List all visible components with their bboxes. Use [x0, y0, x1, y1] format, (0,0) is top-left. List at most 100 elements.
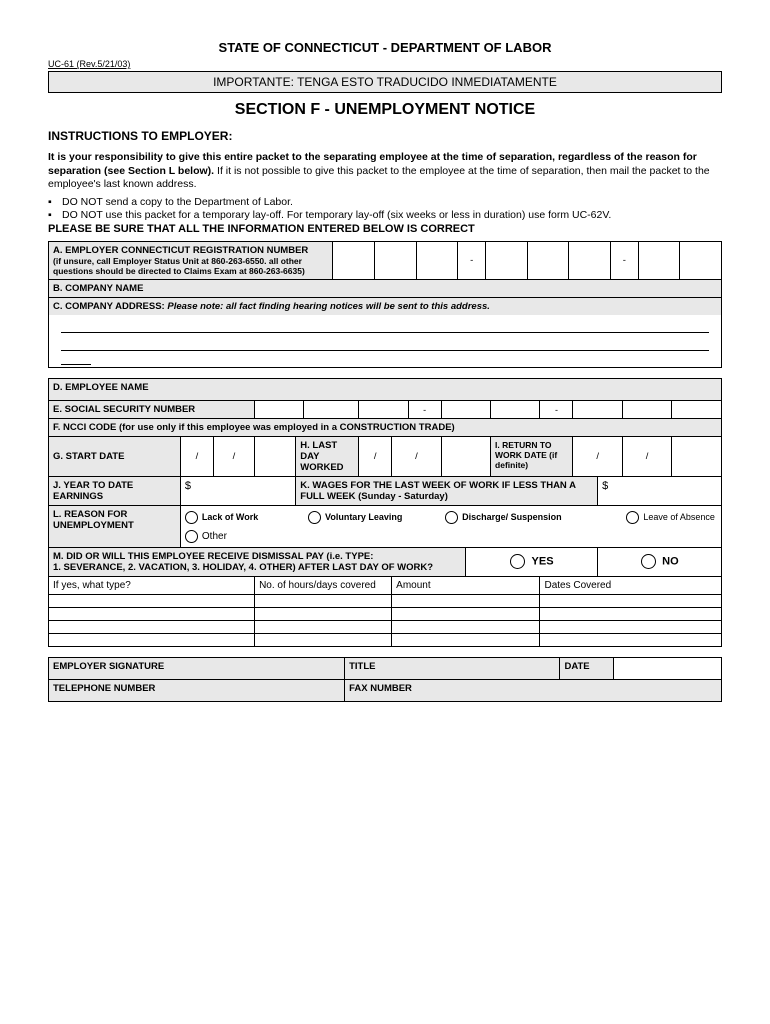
dismissal-cell[interactable]	[392, 607, 540, 620]
dismissal-cell[interactable]	[540, 607, 722, 620]
h-box[interactable]	[441, 436, 490, 476]
reason-label: Voluntary Leaving	[325, 512, 402, 522]
c-title: C. COMPANY ADDRESS:	[53, 301, 165, 312]
reason-lack-of-work[interactable]: Lack of Work	[180, 505, 304, 527]
bullet-row: ▪DO NOT use this packet for a temporary …	[48, 209, 722, 221]
reason-label: Leave of Absence	[643, 512, 715, 522]
radio-icon	[185, 530, 198, 543]
field-b[interactable]: B. COMPANY NAME	[49, 279, 722, 297]
i-slash: /	[573, 436, 622, 476]
dismissal-cell[interactable]	[255, 607, 392, 620]
j-amount[interactable]: $	[180, 476, 295, 505]
radio-icon	[641, 554, 656, 569]
dismissal-cell[interactable]	[540, 633, 722, 646]
field-i-label: I. RETURN TO WORK DATE (if definite)	[491, 436, 573, 476]
m-yes[interactable]: YES	[466, 547, 598, 576]
reason-label: Other	[202, 531, 227, 542]
m-no[interactable]: NO	[598, 547, 722, 576]
reg-box[interactable]	[638, 241, 680, 279]
field-m-label: M. DID OR WILL THIS EMPLOYEE RECEIVE DIS…	[49, 547, 466, 576]
a-subtext: (if unsure, call Employer Status Unit at…	[53, 256, 328, 276]
radio-icon	[510, 554, 525, 569]
radio-icon	[626, 511, 639, 524]
reg-box[interactable]	[375, 241, 417, 279]
section-title: SECTION F - UNEMPLOYMENT NOTICE	[48, 101, 722, 119]
dismissal-cell[interactable]	[540, 594, 722, 607]
final-instruction: PLEASE BE SURE THAT ALL THE INFORMATION …	[48, 223, 722, 235]
reason-leave[interactable]: Leave of Absence	[622, 505, 721, 527]
dismissal-cell[interactable]	[49, 607, 255, 620]
field-f[interactable]: F. NCCI CODE (for use only if this emplo…	[49, 418, 722, 436]
ssn-box[interactable]	[491, 400, 540, 418]
reason-discharge[interactable]: Discharge/ Suspension	[441, 505, 622, 527]
reason-other[interactable]: Other	[180, 527, 721, 548]
instructions-paragraph: It is your responsibility to give this e…	[48, 151, 722, 192]
importante-bar: IMPORTANTE: TENGA ESTO TRADUCIDO INMEDIA…	[48, 71, 722, 93]
reg-box[interactable]	[333, 241, 375, 279]
bullet-text: DO NOT send a copy to the Department of …	[62, 196, 293, 208]
dismissal-cell[interactable]	[255, 594, 392, 607]
reg-dash: -	[610, 241, 638, 279]
field-l-label: L. REASON FOR UNEMPLOYMENT	[49, 505, 181, 547]
ssn-box[interactable]	[622, 400, 671, 418]
reg-box[interactable]	[416, 241, 458, 279]
reg-box[interactable]	[486, 241, 528, 279]
m-line1: M. DID OR WILL THIS EMPLOYEE RECEIVE DIS…	[53, 551, 461, 562]
dismissal-cell[interactable]	[49, 620, 255, 633]
i-box[interactable]	[672, 436, 722, 476]
g-slash: /	[213, 436, 254, 476]
ssn-dash: -	[408, 400, 441, 418]
field-d[interactable]: D. EMPLOYEE NAME	[49, 378, 722, 400]
d-title: D. EMPLOYEE NAME	[53, 382, 149, 393]
employee-table: D. EMPLOYEE NAME E. SOCIAL SECURITY NUMB…	[48, 378, 722, 647]
c-note: Please note: all fact finding hearing no…	[165, 301, 490, 312]
dismissal-cell[interactable]	[49, 633, 255, 646]
ssn-box[interactable]	[255, 400, 304, 418]
ssn-dash: -	[540, 400, 573, 418]
employer-table: A. EMPLOYER CONNECTICUT REGISTRATION NUM…	[48, 241, 722, 368]
radio-icon	[445, 511, 458, 524]
g-slash: /	[180, 436, 213, 476]
reg-box[interactable]	[527, 241, 569, 279]
h-slash: /	[359, 436, 392, 476]
i-slash: /	[622, 436, 671, 476]
ssn-box[interactable]	[441, 400, 490, 418]
b-title: B. COMPANY NAME	[53, 283, 143, 294]
k-amount[interactable]: $	[598, 476, 722, 505]
dismissal-cell[interactable]	[540, 620, 722, 633]
h-slash: /	[392, 436, 441, 476]
field-c-input[interactable]	[49, 315, 722, 368]
dismissal-col-hours: No. of hours/days covered	[255, 576, 392, 594]
dismissal-col-amount: Amount	[392, 576, 540, 594]
dismissal-cell[interactable]	[392, 594, 540, 607]
signature-table: EMPLOYER SIGNATURE TITLE DATE TELEPHONE …	[48, 657, 722, 702]
reg-box[interactable]	[680, 241, 722, 279]
date-field[interactable]	[614, 657, 722, 679]
yes-label: YES	[532, 556, 554, 568]
ssn-box[interactable]	[672, 400, 722, 418]
reason-voluntary[interactable]: Voluntary Leaving	[304, 505, 441, 527]
g-box[interactable]	[255, 436, 296, 476]
header-title: STATE OF CONNECTICUT - DEPARTMENT OF LAB…	[48, 40, 722, 55]
title-field[interactable]: TITLE	[345, 657, 560, 679]
fax-field[interactable]: FAX NUMBER	[345, 679, 722, 701]
dismissal-cell[interactable]	[392, 620, 540, 633]
ssn-box[interactable]	[573, 400, 622, 418]
reg-box[interactable]	[569, 241, 611, 279]
telephone-field[interactable]: TELEPHONE NUMBER	[49, 679, 345, 701]
reg-dash: -	[458, 241, 486, 279]
reason-label: Lack of Work	[202, 512, 258, 522]
employer-signature[interactable]: EMPLOYER SIGNATURE	[49, 657, 345, 679]
dismissal-cell[interactable]	[49, 594, 255, 607]
bullet-row: ▪DO NOT send a copy to the Department of…	[48, 196, 722, 208]
field-k-label: K. WAGES FOR THE LAST WEEK OF WORK IF LE…	[296, 476, 598, 505]
dismissal-cell[interactable]	[255, 620, 392, 633]
dismissal-cell[interactable]	[392, 633, 540, 646]
field-g-label: G. START DATE	[49, 436, 181, 476]
dismissal-cell[interactable]	[255, 633, 392, 646]
ssn-box[interactable]	[359, 400, 408, 418]
field-j-label: J. YEAR TO DATE EARNINGS	[49, 476, 181, 505]
m-line2: 1. SEVERANCE, 2. VACATION, 3. HOLIDAY, 4…	[53, 562, 461, 573]
ssn-box[interactable]	[304, 400, 359, 418]
no-label: NO	[662, 556, 679, 568]
